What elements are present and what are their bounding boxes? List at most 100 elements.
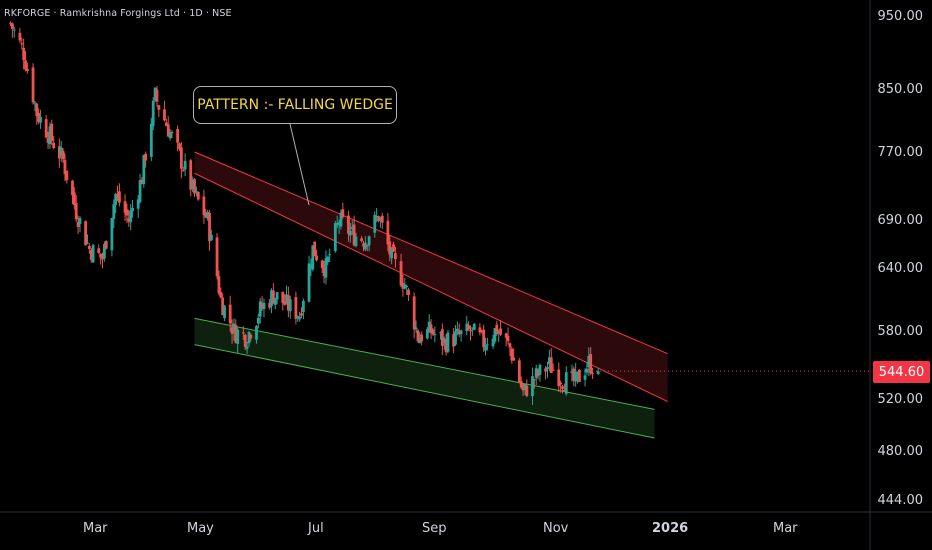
candle-body	[48, 126, 52, 145]
pattern-callout[interactable]: PATTERN :- FALLING WEDGE	[193, 86, 397, 124]
candle-body	[506, 336, 510, 342]
candle-body	[416, 330, 420, 342]
candle-body	[127, 218, 131, 222]
candle-body	[375, 216, 379, 218]
candle-body	[91, 245, 95, 263]
candle-body	[142, 155, 146, 184]
candle-body	[215, 237, 219, 277]
candle-body	[57, 146, 61, 159]
candle-body	[241, 332, 245, 334]
candle-body	[363, 242, 367, 250]
candle-body	[118, 191, 121, 203]
falling_wedge_upper_band-top-line	[194, 151, 668, 355]
candle-body	[337, 222, 341, 225]
candle-body	[362, 243, 365, 247]
candle-body	[546, 367, 549, 370]
candle-body	[480, 330, 484, 332]
candle-body	[559, 382, 563, 385]
candle-body	[414, 327, 418, 330]
candle-body	[311, 245, 315, 270]
candle-body	[44, 119, 48, 138]
candle-body	[78, 217, 82, 225]
candle-body	[136, 199, 140, 209]
candle-body	[204, 212, 208, 218]
candle-body	[469, 329, 472, 332]
candle-body	[87, 245, 91, 249]
time-tick: Nov	[543, 521, 569, 536]
candle-body	[313, 241, 317, 257]
candle-body	[339, 212, 343, 227]
candle-body	[495, 324, 499, 334]
falling_wedge_lower_band-bottom-line	[194, 344, 655, 439]
candle-body	[123, 201, 127, 213]
time-tick: Sep	[422, 521, 447, 536]
candle-body	[294, 297, 298, 319]
candle-body	[84, 221, 88, 246]
candle-body	[478, 327, 482, 333]
candle-body	[10, 23, 14, 29]
candle-body	[164, 122, 168, 126]
candle-body	[557, 369, 561, 387]
candle-body	[401, 282, 405, 289]
candle-body	[377, 216, 380, 222]
candle-body	[482, 329, 486, 348]
candle-body	[281, 291, 285, 304]
candle-body	[508, 343, 512, 348]
candle-body	[129, 210, 133, 223]
candle-body	[544, 368, 548, 372]
candle-body	[455, 328, 459, 332]
candle-body	[452, 334, 456, 347]
candle-body	[472, 323, 476, 330]
candle-body	[125, 209, 129, 216]
candle-body	[333, 223, 337, 252]
candle-body	[407, 289, 410, 295]
candle-body	[547, 357, 551, 365]
candle-body	[26, 69, 29, 71]
candle-body	[465, 323, 469, 332]
candle-body	[403, 284, 407, 289]
candle-body	[39, 117, 42, 123]
candle-body	[114, 193, 118, 205]
candle-body	[20, 43, 24, 45]
candle-body	[380, 215, 384, 223]
candle-body	[285, 294, 288, 303]
candle-body	[131, 207, 134, 212]
candle-body	[102, 243, 106, 259]
candle-body	[538, 364, 542, 375]
candle-body	[76, 221, 80, 227]
candle-body	[574, 371, 578, 382]
candle-body	[249, 334, 253, 339]
candle-body	[517, 360, 521, 383]
candle-body	[22, 47, 26, 60]
candle-body	[335, 222, 339, 225]
candle-body	[320, 260, 324, 268]
candle-body	[499, 328, 502, 335]
candle-body	[324, 258, 328, 278]
candle-body	[255, 325, 258, 340]
candle-body	[352, 224, 356, 246]
candle-body	[328, 254, 332, 256]
candle-body	[59, 147, 63, 156]
candle-body	[151, 100, 155, 127]
candle-body	[256, 317, 260, 324]
price-tick: 690.00	[877, 213, 924, 228]
time-tick: Jul	[308, 521, 324, 536]
candle-body	[176, 129, 180, 143]
time-tick: May	[187, 521, 214, 536]
candle-body	[236, 329, 240, 344]
candle-body	[196, 192, 200, 200]
candle-body	[467, 325, 471, 330]
candle-body	[258, 301, 262, 317]
candle-body	[283, 301, 287, 305]
candle-body	[230, 327, 234, 334]
candle-body	[189, 160, 193, 190]
candle-body	[493, 328, 497, 342]
candle-body	[89, 250, 93, 260]
candle-body	[288, 299, 292, 312]
candle-body	[144, 153, 148, 161]
candle-body	[418, 338, 422, 344]
price-tick: 770.00	[877, 145, 924, 160]
candle-body	[268, 302, 272, 308]
symbol-title[interactable]: RKFORGE · Ramkrishna Forgings Ltd · 1D ·…	[4, 8, 232, 19]
